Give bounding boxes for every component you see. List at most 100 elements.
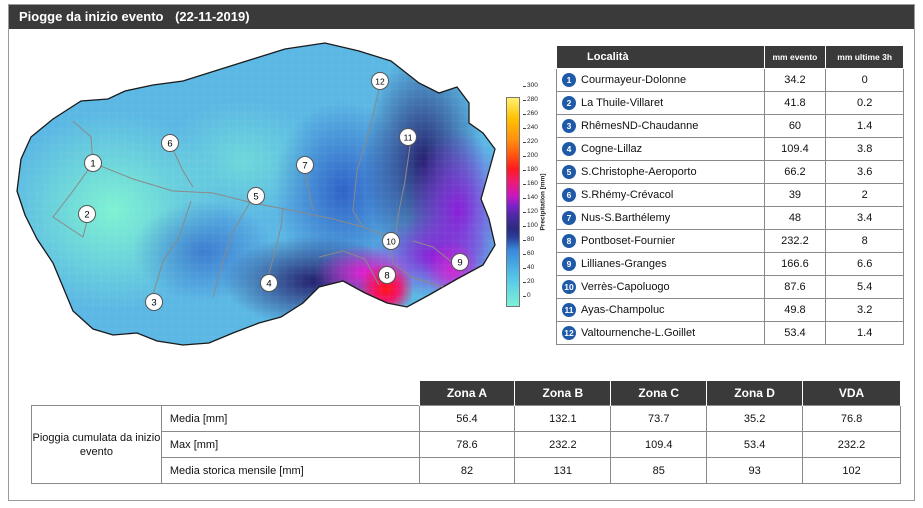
station-name-cell: 5 S.Christophe-Aeroporto bbox=[556, 160, 765, 184]
colorbar-tick: 180 bbox=[523, 166, 538, 173]
svg-text:10: 10 bbox=[386, 237, 396, 247]
station-number-badge: 4 bbox=[562, 142, 576, 156]
station-number-badge: 11 bbox=[562, 303, 576, 317]
table-row: 11 Ayas-Champoluc 49.8 3.2 bbox=[556, 298, 904, 322]
last3h-column-header: mm ultime 3h bbox=[825, 45, 904, 69]
table-row: 5 S.Christophe-Aeroporto 66.2 3.6 bbox=[556, 160, 904, 184]
svg-text:1: 1 bbox=[90, 159, 95, 170]
station-name: Lillianes-Granges bbox=[581, 257, 667, 270]
station-marker-3[interactable]: 3 bbox=[145, 293, 163, 311]
station-marker-6[interactable]: 6 bbox=[161, 134, 179, 152]
colorbar-title: Precipitation [mm] bbox=[539, 173, 547, 231]
colorbar-tick: 100 bbox=[523, 222, 538, 229]
zone-value: 82 bbox=[418, 457, 516, 484]
precipitation-map: 1 2 3 4 5 6 7 8 9 10 11 12 bbox=[16, 42, 496, 346]
station-marker-7[interactable]: 7 bbox=[296, 156, 314, 174]
station-marker-11[interactable]: 11 bbox=[399, 128, 417, 146]
event-value: 49.8 bbox=[763, 298, 827, 322]
last3h-value: 6.6 bbox=[825, 252, 904, 276]
report-panel: Piogge da inizio evento (22-11-2019) bbox=[8, 4, 915, 501]
colorbar-tick: 220 bbox=[523, 138, 538, 145]
metric-label: Max [mm] bbox=[160, 431, 420, 458]
event-value: 53.4 bbox=[763, 321, 827, 345]
zone-table-header: Zona A Zona B Zona C Zona D VDA bbox=[31, 381, 901, 406]
station-name-cell: 8 Pontboset-Fournier bbox=[556, 229, 765, 253]
table-row: 7 Nus-S.Barthélemy 48 3.4 bbox=[556, 206, 904, 230]
zone-value: 76.8 bbox=[802, 405, 901, 432]
station-marker-5[interactable]: 5 bbox=[247, 187, 265, 205]
station-marker-12[interactable]: 12 bbox=[371, 72, 389, 90]
event-value: 60 bbox=[763, 114, 827, 138]
zone-value: 102 bbox=[802, 457, 901, 484]
colorbar-tick: 200 bbox=[523, 152, 538, 159]
svg-text:9: 9 bbox=[457, 258, 462, 269]
event-value: 232.2 bbox=[763, 229, 827, 253]
station-name: Pontboset-Fournier bbox=[581, 234, 676, 247]
station-number-badge: 6 bbox=[562, 188, 576, 202]
zone-value: 232.2 bbox=[802, 431, 901, 458]
event-value: 109.4 bbox=[763, 137, 827, 161]
station-name: S.Christophe-Aeroporto bbox=[581, 165, 697, 178]
zone-value: 131 bbox=[514, 457, 612, 484]
station-marker-2[interactable]: 2 bbox=[78, 205, 96, 223]
station-markers: 1 2 3 4 5 6 7 8 9 10 11 12 bbox=[78, 72, 469, 311]
station-number-badge: 3 bbox=[562, 119, 576, 133]
station-name-cell: 10 Verrès-Capoluogo bbox=[556, 275, 765, 299]
vda-header: VDA bbox=[802, 381, 901, 406]
event-column-header: mm evento bbox=[763, 45, 827, 69]
station-table: Località mm evento mm ultime 3h 1 Courmay… bbox=[556, 45, 904, 345]
svg-text:3: 3 bbox=[151, 298, 156, 309]
station-name-cell: 1 Courmayeur-Dolonne bbox=[556, 68, 765, 92]
svg-text:8: 8 bbox=[384, 271, 389, 282]
colorbar-tick: 140 bbox=[523, 194, 538, 201]
table-row: Pioggia cumulata da inizio evento Media [… bbox=[31, 405, 901, 484]
station-name-cell: 3 RhêmesND-Chaudanne bbox=[556, 114, 765, 138]
last3h-value: 0.2 bbox=[825, 91, 904, 115]
zone-c-header: Zona C bbox=[610, 381, 708, 406]
zone-value: 109.4 bbox=[610, 431, 708, 458]
station-marker-4[interactable]: 4 bbox=[260, 274, 278, 292]
region-border bbox=[16, 42, 496, 346]
metric-label: Media [mm] bbox=[160, 405, 420, 432]
precipitation-colorbar bbox=[506, 97, 520, 307]
last3h-value: 1.4 bbox=[825, 321, 904, 345]
station-marker-9[interactable]: 9 bbox=[451, 253, 469, 271]
metric-label: Media storica mensile [mm] bbox=[160, 457, 420, 484]
station-name: Verrès-Capoluogo bbox=[581, 280, 670, 293]
event-value: 166.6 bbox=[763, 252, 827, 276]
station-name-cell: 7 Nus-S.Barthélemy bbox=[556, 206, 765, 230]
table-row: 1 Courmayeur-Dolonne 34.2 0 bbox=[556, 68, 904, 92]
station-marker-10[interactable]: 10 bbox=[382, 232, 400, 250]
zone-a-header: Zona A bbox=[418, 381, 516, 406]
colorbar-tick: 260 bbox=[523, 110, 538, 117]
station-name-cell: 6 S.Rhémy-Crévacol bbox=[556, 183, 765, 207]
station-number-badge: 5 bbox=[562, 165, 576, 179]
station-number-badge: 12 bbox=[562, 326, 576, 340]
page-title: Piogge da inizio evento bbox=[19, 9, 164, 24]
zone-d-header: Zona D bbox=[706, 381, 804, 406]
svg-text:11: 11 bbox=[404, 133, 413, 143]
title-bar: Piogge da inizio evento (22-11-2019) bbox=[9, 5, 914, 29]
colorbar-tick: 160 bbox=[523, 180, 538, 187]
colorbar-tick: 300 bbox=[523, 82, 538, 89]
station-name: Nus-S.Barthélemy bbox=[581, 211, 671, 224]
table-row: 6 S.Rhémy-Crévacol 39 2 bbox=[556, 183, 904, 207]
svg-text:6: 6 bbox=[167, 139, 172, 150]
station-number-badge: 9 bbox=[562, 257, 576, 271]
event-value: 87.6 bbox=[763, 275, 827, 299]
table-row: 8 Pontboset-Fournier 232.2 8 bbox=[556, 229, 904, 253]
zone-summary-table: Zona A Zona B Zona C Zona D VDA Pioggia … bbox=[31, 381, 901, 484]
station-marker-1[interactable]: 1 bbox=[84, 154, 102, 172]
colorbar-tick: 0 bbox=[523, 292, 531, 299]
colorbar-ticks: 0 20 40 60 80 100 120 140 160 180 200 22… bbox=[522, 82, 545, 307]
last3h-value: 0 bbox=[825, 68, 904, 92]
table-row: Max [mm] 78.6 232.2 109.4 53.4 232.2 bbox=[32, 431, 901, 458]
last3h-value: 5.4 bbox=[825, 275, 904, 299]
svg-text:12: 12 bbox=[375, 77, 385, 87]
station-name-cell: 11 Ayas-Champoluc bbox=[556, 298, 765, 322]
colorbar-tick: 40 bbox=[522, 264, 535, 271]
zone-value: 93 bbox=[706, 457, 804, 484]
station-marker-8[interactable]: 8 bbox=[378, 266, 396, 284]
table-row: 12 Valtournenche-L.Goillet 53.4 1.4 bbox=[556, 321, 904, 345]
colorbar-tick: 120 bbox=[523, 208, 538, 215]
